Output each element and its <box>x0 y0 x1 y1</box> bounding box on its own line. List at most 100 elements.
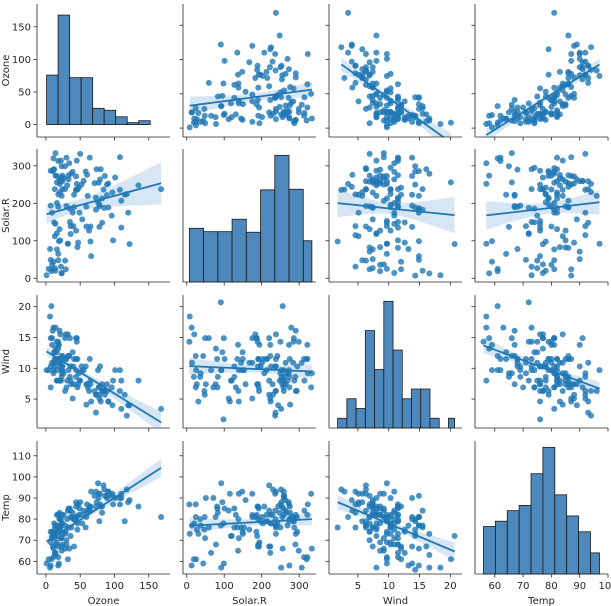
scatter-point-142 <box>554 377 561 384</box>
scatter-point-35 <box>362 51 369 58</box>
scatter-point-113 <box>412 204 419 211</box>
confidence-band <box>46 162 162 224</box>
scatter-point-48 <box>217 41 224 48</box>
scatter-point-8 <box>47 384 54 391</box>
scatter-point-36 <box>412 181 419 188</box>
scatter-point-133 <box>415 514 422 520</box>
scatter-point-122 <box>272 388 279 395</box>
scatter-point-8 <box>256 120 263 127</box>
x-tick-label-solar-r: 100 <box>215 581 234 592</box>
scatter-point-39 <box>409 495 416 501</box>
scatter-point-8 <box>279 545 286 552</box>
scatter-point-117 <box>266 377 273 384</box>
scatter-point-33 <box>423 543 430 550</box>
scatter-point-54 <box>57 263 64 270</box>
scatter-point-122 <box>272 488 279 495</box>
scatter-point-63 <box>264 75 271 82</box>
panel-wind-vs-wind <box>328 295 462 432</box>
hist-bar-solar-r-3 <box>231 218 247 283</box>
scatter-point-46 <box>205 524 212 531</box>
scatter-point-88 <box>51 186 58 193</box>
scatter-point-126 <box>352 191 359 198</box>
scatter-point-42 <box>355 98 362 105</box>
scatter-point-22 <box>383 556 390 563</box>
scatter-point-53 <box>220 80 227 87</box>
scatter-point-131 <box>579 66 586 73</box>
scatter-point-150 <box>534 338 541 345</box>
scatter-point-125 <box>118 405 125 412</box>
scatter-point-91 <box>261 370 268 377</box>
scatter-point-17 <box>483 313 490 320</box>
scatter-point-126 <box>348 58 355 65</box>
scatter-point-122 <box>585 186 592 193</box>
scatter-point-52 <box>537 416 544 423</box>
x-tick-label-temp: 70 <box>517 581 530 592</box>
scatter-point-48 <box>277 524 284 531</box>
scatter-point-86 <box>59 186 66 193</box>
scatter-point-29 <box>266 543 273 550</box>
scatter-point-127 <box>369 265 376 272</box>
scatter-point-104 <box>394 194 401 201</box>
scatter-point-61 <box>73 157 80 164</box>
scatter-point-98 <box>565 183 572 190</box>
scatter-point-106 <box>65 505 72 512</box>
scatter-point-131 <box>101 172 108 179</box>
scatter-point-123 <box>579 384 586 391</box>
scatter-point-38 <box>366 150 373 157</box>
scatter-point-42 <box>69 395 76 402</box>
hist-bar-solar-r-7 <box>288 188 304 283</box>
y-tick-label-temp: 70 <box>18 536 31 547</box>
scatter-point-65 <box>235 398 242 405</box>
scatter-point-128 <box>53 246 60 253</box>
scatter-point-54 <box>195 110 202 117</box>
scatter-point-25 <box>415 562 422 569</box>
scatter-point-97 <box>582 232 589 239</box>
scatter-point-72 <box>290 338 297 345</box>
scatter-point-131 <box>188 359 195 366</box>
scatter-point-1 <box>67 533 74 539</box>
scatter-point-24 <box>121 391 128 398</box>
y-tick-label-temp: 90 <box>18 494 31 505</box>
scatter-point-24 <box>426 564 433 571</box>
scatter-point-113 <box>116 186 123 193</box>
scatter-point-57 <box>559 186 566 193</box>
hist-bar-wind-3 <box>364 330 375 429</box>
scatter-point-30 <box>84 192 91 199</box>
scatter-point-2 <box>401 219 408 226</box>
scatter-point-65 <box>352 223 359 230</box>
scatter-point-119 <box>76 505 83 512</box>
scatter-point-92 <box>52 552 59 558</box>
scatter-point-98 <box>573 402 580 409</box>
hist-bar-solar-r-0 <box>188 227 205 283</box>
scatter-point-100 <box>554 178 561 185</box>
scatter-point-94 <box>242 497 249 504</box>
panel-ozone-vs-wind <box>325 4 462 141</box>
scatter-point-132 <box>79 216 86 223</box>
panel-solar-r-vs-wind <box>325 149 462 286</box>
scatter-point-126 <box>542 191 549 198</box>
scatter-point-84 <box>571 180 578 187</box>
scatter-point-95 <box>255 112 262 119</box>
scatter-point-110 <box>246 359 253 366</box>
scatter-point-77 <box>531 164 538 171</box>
hist-bar-temp-3 <box>518 504 532 575</box>
scatter-point-71 <box>254 62 261 69</box>
scatter-point-97 <box>226 490 233 497</box>
scatter-point-24 <box>545 46 552 53</box>
scatter-point-86 <box>214 373 221 380</box>
scatter-point-110 <box>57 157 64 164</box>
scatter-point-119 <box>383 480 390 487</box>
scatter-point-4 <box>412 566 419 573</box>
scatter-point-19 <box>383 265 390 272</box>
scatter-point-49 <box>528 356 535 363</box>
scatter-point-71 <box>286 373 293 380</box>
scatter-point-114 <box>565 32 572 39</box>
scatter-point-58 <box>394 237 401 244</box>
scatter-point-50 <box>537 227 544 234</box>
scatter-point-24 <box>121 518 128 525</box>
scatter-point-56 <box>542 377 549 384</box>
scatter-point-100 <box>80 177 87 184</box>
scatter-point-41 <box>349 84 356 91</box>
scatter-point-16 <box>304 104 311 111</box>
scatter-point-7 <box>48 303 55 310</box>
